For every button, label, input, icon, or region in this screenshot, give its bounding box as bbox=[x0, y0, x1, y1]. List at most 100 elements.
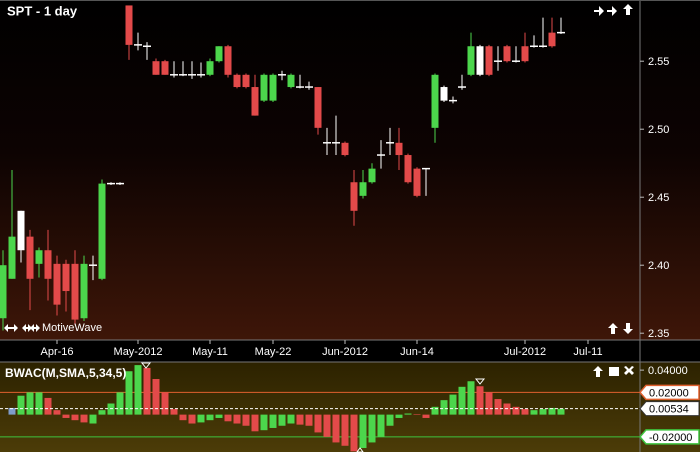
candle-body bbox=[98, 183, 106, 279]
panel-icon[interactable] bbox=[609, 367, 619, 376]
price-panel bbox=[0, 0, 700, 340]
bar bbox=[44, 397, 52, 415]
x-tick-label: Jun-14 bbox=[400, 346, 434, 358]
bar bbox=[449, 394, 457, 415]
y-tick-label: 0.02000 bbox=[649, 387, 689, 399]
bar bbox=[143, 367, 151, 415]
bar bbox=[287, 414, 295, 424]
bar bbox=[269, 414, 277, 428]
bar bbox=[413, 414, 421, 415]
fractal-marker bbox=[140, 362, 152, 369]
bar bbox=[314, 414, 322, 433]
close-icon[interactable] bbox=[624, 366, 634, 375]
candle-body bbox=[224, 46, 232, 75]
arrow-right-icon[interactable] bbox=[594, 6, 604, 16]
x-tick-label: Jul-2012 bbox=[504, 346, 546, 358]
candle-body bbox=[350, 182, 358, 211]
arrow-up-icon[interactable] bbox=[593, 366, 603, 377]
candle-body bbox=[35, 250, 43, 264]
bar bbox=[521, 409, 529, 415]
x-tick-label: Jun-2012 bbox=[322, 346, 368, 358]
bar bbox=[8, 407, 16, 415]
bar bbox=[35, 392, 43, 415]
arrow-up-icon[interactable] bbox=[608, 323, 618, 334]
bar bbox=[377, 414, 385, 437]
arrow-up-icon[interactable] bbox=[623, 4, 633, 15]
bar bbox=[179, 414, 187, 421]
bar bbox=[71, 414, 79, 421]
expand-icon[interactable] bbox=[4, 324, 18, 332]
candle-body bbox=[476, 46, 484, 75]
bar bbox=[197, 414, 205, 423]
toolbar-icons[interactable] bbox=[4, 4, 634, 377]
y-tick-label: 0.04000 bbox=[648, 365, 688, 377]
candle-body bbox=[521, 46, 529, 62]
bar bbox=[332, 414, 340, 443]
candle-body bbox=[467, 46, 475, 75]
candle-body bbox=[53, 263, 61, 305]
y-tick-label: 2.50 bbox=[648, 124, 669, 136]
candle-body bbox=[152, 61, 160, 75]
level-box bbox=[639, 384, 700, 401]
bar bbox=[305, 414, 313, 426]
fractal-markers bbox=[140, 362, 486, 452]
bar bbox=[458, 386, 466, 415]
bar bbox=[350, 414, 358, 452]
y-tick-label: 2.35 bbox=[648, 328, 669, 340]
candle-body bbox=[44, 250, 52, 279]
candle-body bbox=[485, 46, 493, 75]
bar bbox=[53, 410, 61, 415]
candle-body bbox=[71, 263, 79, 320]
candle-body bbox=[215, 46, 223, 62]
candle-body bbox=[62, 263, 70, 292]
candle-body bbox=[404, 155, 412, 183]
candle-body bbox=[314, 87, 322, 128]
bar bbox=[116, 392, 124, 415]
x-tick-label: Jul-11 bbox=[573, 346, 602, 358]
candle-body bbox=[440, 87, 448, 101]
arrow-down-icon[interactable] bbox=[623, 323, 633, 334]
bar bbox=[260, 414, 268, 431]
bar bbox=[17, 395, 25, 415]
bar bbox=[494, 399, 502, 415]
bar bbox=[233, 414, 241, 424]
level-box bbox=[639, 429, 700, 445]
candle-body bbox=[287, 74, 295, 88]
candle-body bbox=[233, 74, 241, 88]
candle-body bbox=[251, 87, 259, 116]
y-tick-label: 2.55 bbox=[648, 56, 669, 68]
candle-body bbox=[206, 61, 214, 75]
bar bbox=[386, 414, 394, 426]
bar bbox=[539, 409, 547, 415]
bar bbox=[89, 414, 97, 424]
current-value-label: 0.00534 bbox=[649, 404, 689, 416]
candle-body bbox=[368, 168, 376, 183]
bar bbox=[125, 371, 133, 415]
bar bbox=[161, 392, 169, 415]
x-tick-label: Apr-16 bbox=[40, 346, 73, 358]
candle-body bbox=[26, 236, 34, 279]
candle-body bbox=[125, 5, 133, 45]
watermark: MotiveWave bbox=[42, 322, 102, 334]
candle-body bbox=[341, 142, 349, 156]
candle-body bbox=[359, 182, 367, 196]
bar bbox=[341, 414, 349, 446]
scroll-icon[interactable] bbox=[22, 324, 32, 332]
bar bbox=[476, 386, 484, 415]
x-tick-label: May-22 bbox=[255, 346, 292, 358]
bar bbox=[485, 392, 493, 415]
candle-body bbox=[17, 210, 25, 251]
candle-body bbox=[8, 236, 16, 279]
candle-body bbox=[503, 46, 511, 62]
bar bbox=[296, 414, 304, 425]
bar bbox=[215, 414, 223, 418]
bar bbox=[548, 407, 556, 415]
bar bbox=[467, 381, 475, 415]
arrow-right-icon[interactable] bbox=[607, 6, 617, 16]
bar bbox=[62, 414, 70, 418]
bar bbox=[278, 414, 286, 426]
scroll-icon[interactable] bbox=[30, 324, 40, 332]
candle-body bbox=[548, 32, 556, 47]
candle-body bbox=[260, 74, 268, 101]
